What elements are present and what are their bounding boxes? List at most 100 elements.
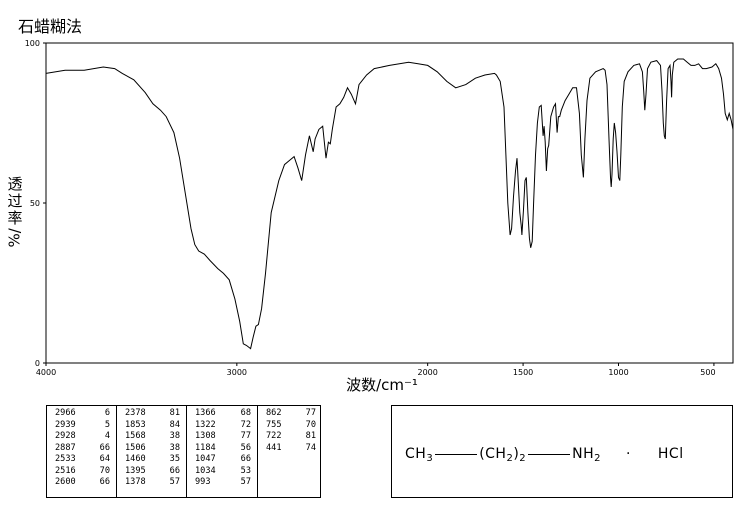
- ch3-subscript: 3: [426, 453, 434, 464]
- peak-transmittance: 35: [169, 454, 180, 464]
- peak-transmittance: 5: [104, 419, 110, 430]
- peak-wavenumber: 722: [266, 431, 282, 441]
- peak-row: 1460 35: [117, 454, 186, 466]
- peak-transmittance: 38: [169, 431, 180, 441]
- peak-wavenumber: 993: [195, 477, 211, 487]
- structure-box: CH3 (CH2)2 NH2 · HCl: [391, 405, 733, 498]
- ch2-count: 2: [519, 453, 527, 464]
- peak-transmittance: 64: [99, 454, 110, 464]
- plot-frame: [45, 42, 734, 364]
- x-tick-label: 1500: [513, 368, 533, 377]
- peak-transmittance: 66: [240, 454, 251, 464]
- peak-transmittance: 68: [240, 408, 251, 418]
- peak-wavenumber: 1506: [125, 442, 146, 453]
- peak-column: 2378 81 1853 84 1568 38 1506 38 1460 35 1395 66 1378…: [117, 406, 187, 497]
- peak-transmittance: 81: [305, 431, 316, 441]
- ch2-group: (CH: [479, 446, 507, 462]
- x-axis-ticks: 4000 3000 2000 1500 1000 500: [36, 363, 716, 377]
- ir-spectrum-chart: 0 50 100 4000 3000 2000 1500 1000 500 波数/cm⁻¹: [25, 39, 734, 394]
- x-tick-label: 4000: [36, 368, 56, 377]
- peak-wavenumber: 1460: [125, 454, 146, 464]
- peak-transmittance: 66: [99, 477, 110, 487]
- peak-wavenumber: 1322: [195, 419, 216, 430]
- peak-transmittance: 77: [240, 431, 251, 441]
- peak-wavenumber: 2887: [55, 442, 76, 453]
- peak-row: 722 81: [258, 431, 322, 443]
- peak-wavenumber: 2928: [55, 431, 76, 441]
- peak-wavenumber: 2516: [55, 465, 76, 476]
- peak-column: 1366 68 1322 72 1308 77 1184 56 1047 66 1034 53 993 5…: [187, 406, 258, 497]
- peak-row: 2516 70: [47, 466, 116, 478]
- peak-row: 1308 77: [187, 431, 257, 443]
- peak-transmittance: 70: [99, 465, 110, 476]
- method-label: 石蜡糊法: [18, 17, 83, 36]
- ch2-close: ): [513, 446, 520, 462]
- peak-wavenumber: 755: [266, 419, 282, 430]
- peak-transmittance: 6: [104, 408, 110, 418]
- nh2-group: NH: [572, 446, 595, 462]
- peak-transmittance: 57: [240, 477, 251, 487]
- nh2-subscript: 2: [594, 453, 602, 464]
- peak-transmittance: 84: [169, 419, 180, 430]
- peak-row: 441 74: [258, 443, 322, 455]
- ch3-group: CH: [405, 446, 427, 462]
- peak-row: 2600 66: [47, 477, 116, 489]
- peak-row: 1034 53: [187, 466, 257, 478]
- peak-column: 862 77 755 70 722 81 441 74: [258, 406, 322, 497]
- peak-row: 2887 66: [47, 443, 116, 455]
- peak-transmittance: 66: [169, 465, 180, 476]
- peak-row: 1506 38: [117, 443, 186, 455]
- x-tick-label: 500: [700, 368, 715, 377]
- peak-transmittance: 57: [169, 477, 180, 487]
- peak-row: 993 57: [187, 477, 257, 489]
- x-axis-title: 波数/cm⁻¹: [346, 376, 418, 394]
- y-tick-label: 50: [30, 199, 40, 208]
- peak-transmittance: 72: [240, 419, 251, 430]
- salt-dot: ·: [626, 446, 631, 462]
- peak-wavenumber: 862: [266, 408, 282, 418]
- peak-transmittance: 38: [169, 442, 180, 453]
- peak-wavenumber: 2533: [55, 454, 76, 464]
- peak-row: 1378 57: [117, 477, 186, 489]
- peak-column: 2966 6 2939 5 2928 4 2887 66 2533 64 2516 70 2600 66: [47, 406, 117, 497]
- peak-row: 1184 56: [187, 443, 257, 455]
- peak-row: 2378 81: [117, 408, 186, 420]
- peak-row: 1047 66: [187, 454, 257, 466]
- peak-transmittance: 4: [104, 431, 110, 441]
- peak-wavenumber: 2939: [55, 419, 76, 430]
- peak-transmittance: 53: [240, 465, 251, 476]
- peak-row: 1853 84: [117, 420, 186, 432]
- peak-row: 1366 68: [187, 408, 257, 420]
- peak-transmittance: 66: [99, 442, 110, 453]
- peak-row: 2966 6: [47, 408, 116, 420]
- peak-transmittance: 77: [305, 408, 316, 418]
- peak-wavenumber: 1034: [195, 465, 216, 476]
- peak-wavenumber: 441: [266, 442, 282, 453]
- peak-wavenumber: 2600: [55, 477, 76, 487]
- x-tick-label: 2000: [417, 368, 437, 377]
- peak-wavenumber: 2378: [125, 408, 146, 418]
- peak-table: 2966 6 2939 5 2928 4 2887 66 2533 64 2516 70 2600 66 2…: [46, 405, 321, 498]
- peak-wavenumber: 1308: [195, 431, 216, 441]
- peak-transmittance: 70: [305, 419, 316, 430]
- y-tick-label: 100: [25, 39, 40, 48]
- peak-wavenumber: 2966: [55, 408, 76, 418]
- peak-row: 1395 66: [117, 466, 186, 478]
- y-axis-ticks: 0 50 100: [25, 39, 46, 368]
- peak-row: 1322 72: [187, 420, 257, 432]
- spectrum-line: [45, 58, 734, 350]
- hcl-group: HCl: [657, 446, 684, 462]
- peak-wavenumber: 1366: [195, 408, 216, 418]
- peak-wavenumber: 1395: [125, 465, 146, 476]
- peak-transmittance: 74: [305, 442, 316, 453]
- peak-wavenumber: 1047: [195, 454, 216, 464]
- peak-row: 862 77: [258, 408, 322, 420]
- peak-row: 755 70: [258, 420, 322, 432]
- x-tick-label: 3000: [227, 368, 247, 377]
- y-axis-label: 透过率 %/: [5, 175, 24, 248]
- peak-transmittance: 56: [240, 442, 251, 453]
- peak-wavenumber: 1568: [125, 431, 146, 441]
- peak-transmittance: 81: [169, 408, 180, 418]
- chemical-formula: CH3 (CH2)2 NH2 · HCl: [405, 446, 684, 464]
- peak-row: 2533 64: [47, 454, 116, 466]
